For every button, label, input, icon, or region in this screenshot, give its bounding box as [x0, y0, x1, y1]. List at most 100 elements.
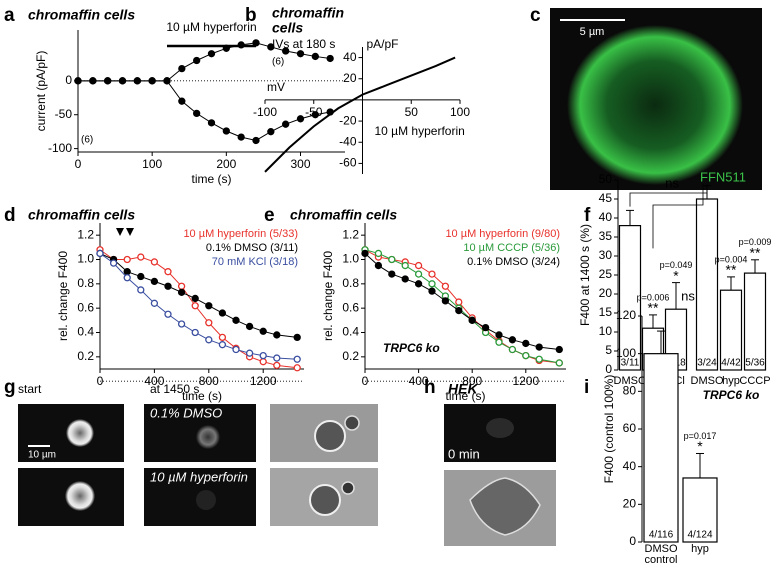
- y-tick-label: 120: [616, 308, 636, 322]
- data-point: [164, 310, 172, 318]
- data-point: [245, 349, 254, 357]
- data-point: [374, 249, 383, 258]
- y-tick-label: 0.4: [342, 325, 359, 339]
- bracket: [652, 183, 704, 249]
- count-label: 4/42: [721, 358, 741, 369]
- bar: [695, 198, 719, 371]
- x-tick-label: 50: [405, 105, 419, 119]
- data-point: [296, 115, 305, 123]
- bar: [618, 225, 642, 371]
- significance: **: [648, 300, 659, 316]
- y-tick-label: 0: [605, 362, 612, 376]
- y-tick-label: 10: [599, 324, 613, 338]
- y-axis-label: F400 at 1400 s (%): [578, 224, 592, 326]
- x-axis-label: time (s): [182, 389, 222, 403]
- x-tick-label: 400: [409, 374, 429, 388]
- data-point: [178, 97, 186, 105]
- y-tick-label: 0.4: [77, 325, 94, 339]
- data-point: [522, 339, 530, 348]
- x-tick-label: 100: [142, 157, 162, 171]
- data-point: [148, 77, 156, 85]
- data-point: [123, 274, 131, 282]
- legend-entry: 0.1% DMSO (3/11): [206, 242, 298, 254]
- scale-label: 10 µm: [28, 450, 56, 461]
- data-point: [177, 288, 186, 297]
- bar: [719, 289, 743, 371]
- data-point: [96, 249, 104, 258]
- data-point: [388, 270, 396, 278]
- data-point: [508, 345, 517, 354]
- y-tick-label: -50: [55, 107, 73, 121]
- data-point: [222, 127, 230, 135]
- count-label: 3/11: [621, 358, 640, 369]
- data-point: [293, 333, 301, 342]
- data-point: [495, 338, 503, 346]
- x-tick-label: 800: [462, 374, 482, 388]
- count-label: 4/116: [649, 530, 674, 541]
- y-tick-label: 20: [623, 497, 637, 511]
- y-tick-label: 20: [343, 71, 357, 85]
- panel-letter: h: [424, 377, 436, 398]
- data-point: [428, 280, 436, 288]
- x-tick-label: DMSO control: [644, 544, 678, 566]
- data-point: [164, 282, 172, 290]
- x-tick-label-box: DMSO control: [644, 544, 678, 566]
- data-point: [296, 50, 305, 58]
- image-label: FFN511: [700, 169, 746, 184]
- x-tick-label: 200: [216, 157, 236, 171]
- data-point: [311, 52, 319, 61]
- y-tick-label: 20: [599, 286, 613, 300]
- data-point: [481, 323, 490, 332]
- data-point: [163, 77, 171, 85]
- panel-letter: d: [4, 205, 16, 226]
- data-point: [137, 286, 145, 294]
- data-point: [232, 345, 240, 354]
- legend-entry: 0.1% DMSO (3/24): [467, 256, 560, 268]
- data-point: [495, 331, 503, 339]
- panel-letter: f: [584, 205, 591, 226]
- significance: *: [697, 438, 703, 454]
- x-tick-label: hyp: [722, 375, 740, 387]
- y-tick-label: 45: [599, 191, 613, 205]
- data-point: [508, 336, 517, 344]
- x-axis-label: time (s): [192, 172, 232, 186]
- stimulus-label: 10 µM hyperforin: [166, 20, 256, 34]
- panel-letter: a: [4, 5, 15, 26]
- y-tick-label: 0.6: [342, 300, 359, 314]
- y-tick-label: 100: [616, 346, 636, 360]
- image-caption: start: [18, 382, 42, 396]
- chart-title: chromaffin cells: [28, 207, 135, 223]
- data-point: [259, 351, 267, 360]
- y-tick-label: 35: [599, 229, 613, 243]
- application-arrow: [126, 228, 134, 236]
- data-point: [232, 316, 240, 324]
- data-point: [414, 261, 423, 270]
- data-point: [555, 345, 563, 354]
- data-point: [191, 328, 199, 337]
- data-point: [273, 331, 281, 339]
- significance: *: [673, 267, 679, 283]
- bracket-label: ns: [681, 288, 695, 303]
- x-tick-label: 100: [450, 105, 470, 119]
- y-tick-label: -60: [339, 156, 357, 170]
- bar: [682, 477, 718, 543]
- data-point: [414, 280, 423, 288]
- count-label: 3/24: [697, 358, 717, 369]
- data-point: [293, 364, 301, 372]
- data-point: [123, 255, 131, 264]
- chart-title: chromaffin cells: [28, 7, 135, 23]
- series-line: [264, 56, 456, 173]
- y-tick-label: 15: [599, 305, 613, 319]
- data-point: [205, 336, 213, 344]
- data-point: [207, 119, 216, 127]
- panel-letter: i: [584, 377, 589, 398]
- data-point: [137, 272, 145, 281]
- legend-entry: 10 µM CCCP (5/36): [463, 242, 560, 254]
- x-tick-label: -50: [305, 105, 323, 119]
- group-label: TRPC6 ko: [703, 388, 760, 402]
- data-point: [374, 261, 383, 270]
- data-point: [205, 302, 213, 310]
- data-point: [282, 47, 290, 55]
- image-g: 10 µm start at 1450 s 0.1% DMSO 10 µM hy…: [18, 382, 378, 526]
- y-tick-label: 5: [605, 343, 612, 357]
